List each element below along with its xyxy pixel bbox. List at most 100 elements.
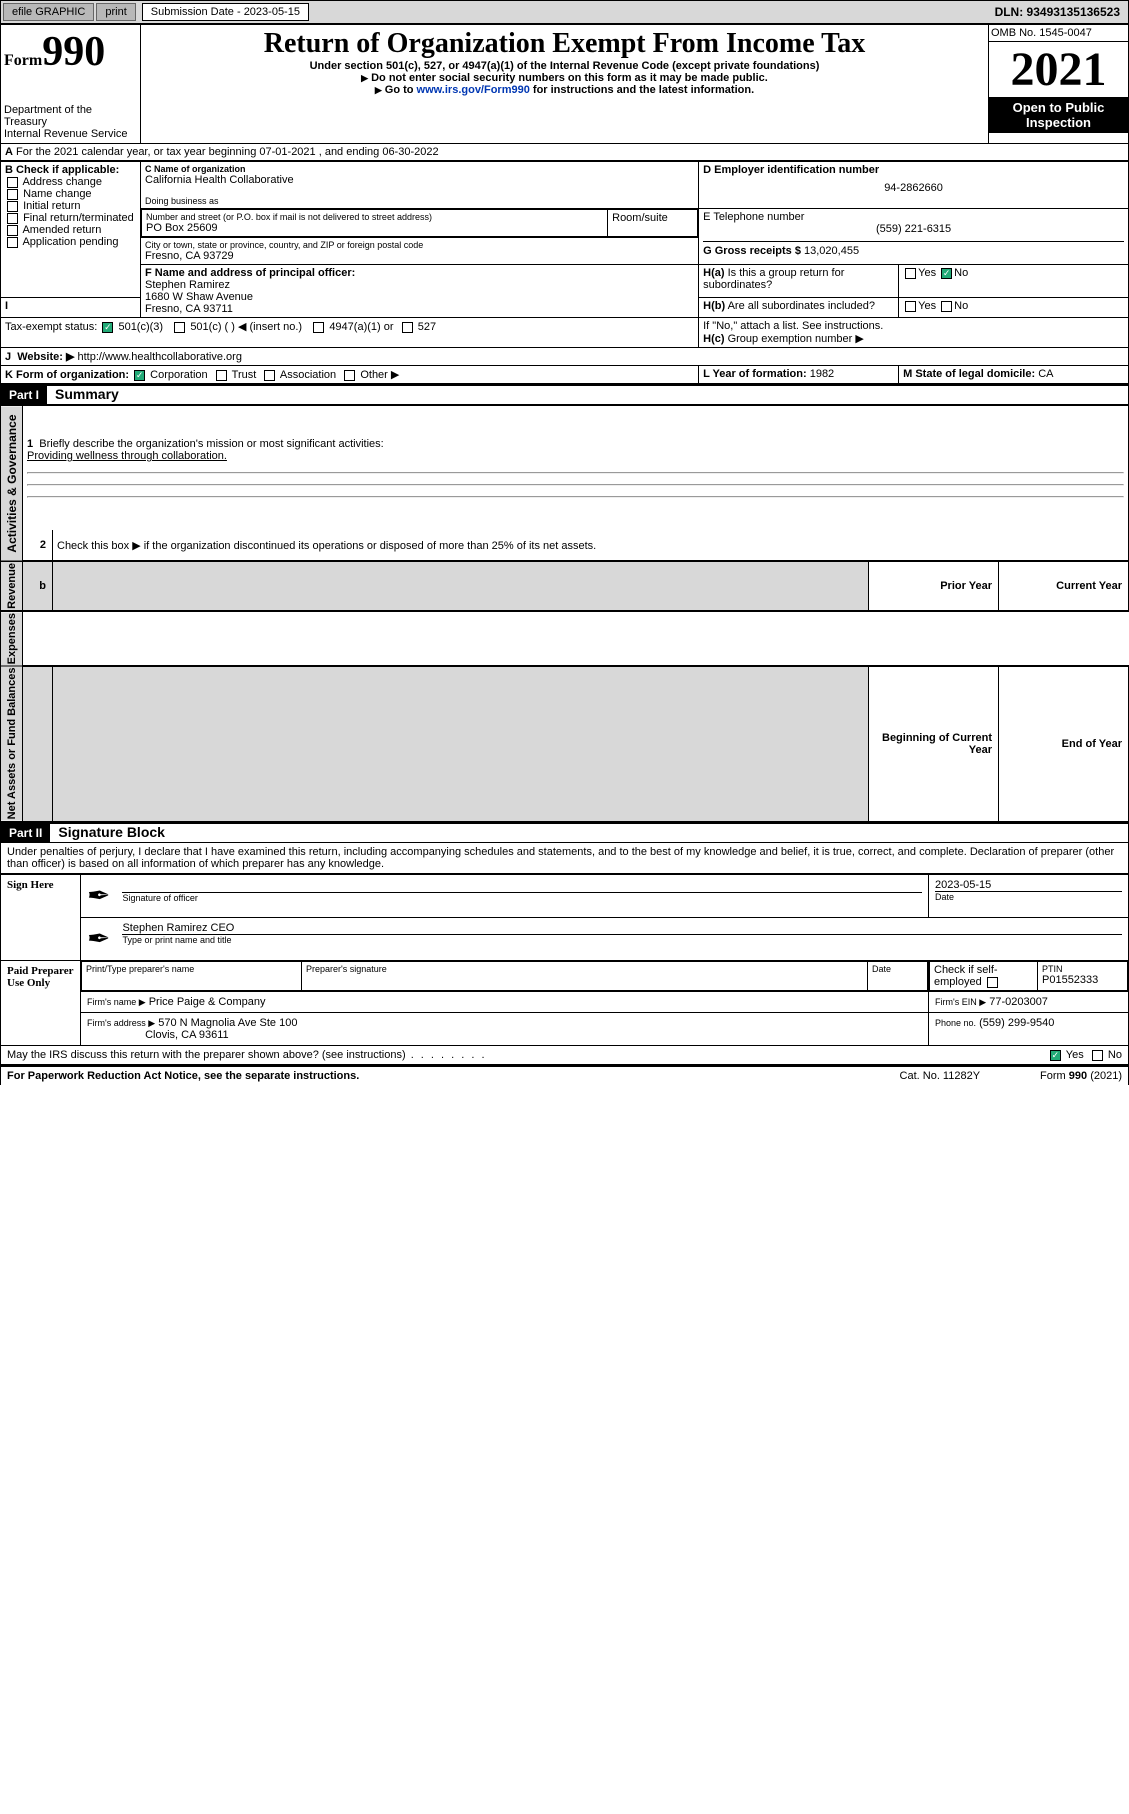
year-formation: 1982 <box>810 368 834 380</box>
hb-yes[interactable] <box>905 301 916 312</box>
check-amended[interactable] <box>7 225 18 236</box>
line-a: A For the 2021 calendar year, or tax yea… <box>0 144 1129 161</box>
q1-label: Briefly describe the organization's miss… <box>39 438 383 450</box>
signature-block: Sign Here ✒ Signature of officer 2023-05… <box>0 874 1129 1046</box>
check-final-return[interactable] <box>7 213 18 224</box>
efile-button[interactable]: efile GRAPHIC <box>3 3 94 21</box>
goto-pre: Go to <box>375 84 417 96</box>
entity-block: B Check if applicable: Address change Na… <box>0 161 1129 384</box>
check-assoc[interactable] <box>264 370 275 381</box>
submission-date: Submission Date - 2023-05-15 <box>142 3 309 21</box>
dept-label: Department of the Treasury <box>4 104 137 128</box>
form-header: Form990 Department of the Treasury Inter… <box>0 24 1129 144</box>
box-d-label: D Employer identification number <box>703 164 1124 176</box>
cat-no: Cat. No. 11282Y <box>900 1070 981 1082</box>
tax-status-label: Tax-exempt status: <box>5 321 97 333</box>
discuss-yes[interactable] <box>1050 1050 1061 1061</box>
ha-no[interactable] <box>941 268 952 279</box>
officer-title: Stephen Ramirez CEO <box>122 922 1122 935</box>
box-k-label: K Form of organization: <box>5 369 129 381</box>
check-other[interactable] <box>344 370 355 381</box>
form-subtitle: Under section 501(c), 527, or 4947(a)(1)… <box>144 60 985 72</box>
col-current: Current Year <box>999 561 1129 611</box>
paperwork-notice: For Paperwork Reduction Act Notice, see … <box>7 1070 359 1082</box>
officer-addr1: 1680 W Shaw Avenue <box>145 291 694 303</box>
check-501c[interactable] <box>174 322 185 333</box>
dba-label: Doing business as <box>145 196 694 206</box>
discuss-no[interactable] <box>1092 1050 1103 1061</box>
firm-addr2: Clovis, CA 93611 <box>145 1029 229 1041</box>
vtab-netassets: Net Assets or Fund Balances <box>1 666 23 821</box>
box-e-label: E Telephone number <box>703 211 1124 223</box>
domicile-state: CA <box>1038 368 1053 380</box>
box-f-label: F Name and address of principal officer: <box>145 267 694 279</box>
check-name-change[interactable] <box>7 189 18 200</box>
street-label: Number and street (or P.O. box if mail i… <box>146 212 603 222</box>
check-address-change[interactable] <box>7 177 18 188</box>
q2-label: Check this box ▶ if the organization dis… <box>57 540 596 552</box>
check-501c3[interactable] <box>102 322 113 333</box>
omb-label: OMB No. 1545-0047 <box>989 25 1128 42</box>
col-prior: Prior Year <box>869 561 999 611</box>
dln-label: DLN: 93493135136523 <box>989 3 1126 21</box>
check-initial-return[interactable] <box>7 201 18 212</box>
inspection-label: Open to Public Inspection <box>989 97 1128 133</box>
ssn-warning: Do not enter social security numbers on … <box>144 72 985 84</box>
officer-name: Stephen Ramirez <box>145 279 694 291</box>
check-corp[interactable] <box>134 370 145 381</box>
firm-addr1: 570 N Magnolia Ave Ste 100 <box>158 1017 297 1029</box>
check-4947[interactable] <box>313 322 324 333</box>
check-trust[interactable] <box>216 370 227 381</box>
col-boy: Beginning of Current Year <box>869 666 999 821</box>
firm-phone: (559) 299-9540 <box>979 1017 1054 1029</box>
irs-link[interactable]: www.irs.gov/Form990 <box>417 84 530 96</box>
vtab-activities: Activities & Governance <box>1 406 23 562</box>
hc-label: Group exemption number ▶ <box>728 333 864 345</box>
box-b-title: B Check if applicable: <box>5 164 136 176</box>
sig-date: 2023-05-15 <box>935 879 1122 892</box>
org-name: California Health Collaborative <box>145 174 694 186</box>
ein-value: 94-2862660 <box>703 182 1124 194</box>
box-c-label: C Name of organization <box>145 164 694 174</box>
part1-body: Activities & Governance 1 Briefly descri… <box>0 405 1129 822</box>
officer-addr2: Fresno, CA 93711 <box>145 303 694 315</box>
check-app-pending[interactable] <box>7 237 18 248</box>
hb-label: Are all subordinates included? <box>728 300 875 312</box>
irs-label: Internal Revenue Service <box>4 128 137 140</box>
sign-here: Sign Here <box>1 875 81 961</box>
check-self-employed[interactable] <box>987 977 998 988</box>
form-footer: Form 990 (2021) <box>1040 1070 1122 1082</box>
street-value: PO Box 25609 <box>146 222 603 234</box>
form-label: Form990 <box>4 52 105 69</box>
vtab-revenue: Revenue <box>1 561 23 611</box>
typename-label: Type or print name and title <box>122 935 1122 945</box>
firm-ein: 77-0203007 <box>989 996 1048 1008</box>
hb-no[interactable] <box>941 301 952 312</box>
check-527[interactable] <box>402 322 413 333</box>
room-label: Room/suite <box>608 210 698 237</box>
paid-preparer: Paid Preparer Use Only <box>1 961 81 1046</box>
ha-yes[interactable] <box>905 268 916 279</box>
col-eoy: End of Year <box>999 666 1129 821</box>
vtab-expenses: Expenses <box>1 611 23 666</box>
box-g-label: G Gross receipts $ <box>703 245 801 257</box>
part2-header: Part IISignature Block <box>0 822 1129 843</box>
phone-value: (559) 221-6315 <box>703 223 1124 235</box>
website-value: http://www.healthcollaborative.org <box>77 351 241 363</box>
top-toolbar: efile GRAPHIC print Submission Date - 20… <box>0 0 1129 24</box>
tax-year: 2021 <box>989 42 1128 97</box>
form-title: Return of Organization Exempt From Incom… <box>144 28 985 60</box>
q1-value: Providing wellness through collaboration… <box>27 450 227 462</box>
box-m-label: M State of legal domicile: <box>903 368 1035 380</box>
ha-label: Is this a group return for subordinates? <box>703 267 844 291</box>
hb2-label: If "No," attach a list. See instructions… <box>703 320 1124 332</box>
may-discuss: May the IRS discuss this return with the… <box>7 1049 487 1061</box>
goto-post: for instructions and the latest informat… <box>530 84 754 96</box>
sig-officer-label: Signature of officer <box>122 893 922 903</box>
gross-receipts: 13,020,455 <box>804 245 859 257</box>
ptin-value: P01552333 <box>1042 974 1123 986</box>
box-j-label: Website: ▶ <box>17 351 74 363</box>
city-label: City or town, state or province, country… <box>145 240 694 250</box>
box-l-label: L Year of formation: <box>703 368 807 380</box>
print-button[interactable]: print <box>96 3 135 21</box>
